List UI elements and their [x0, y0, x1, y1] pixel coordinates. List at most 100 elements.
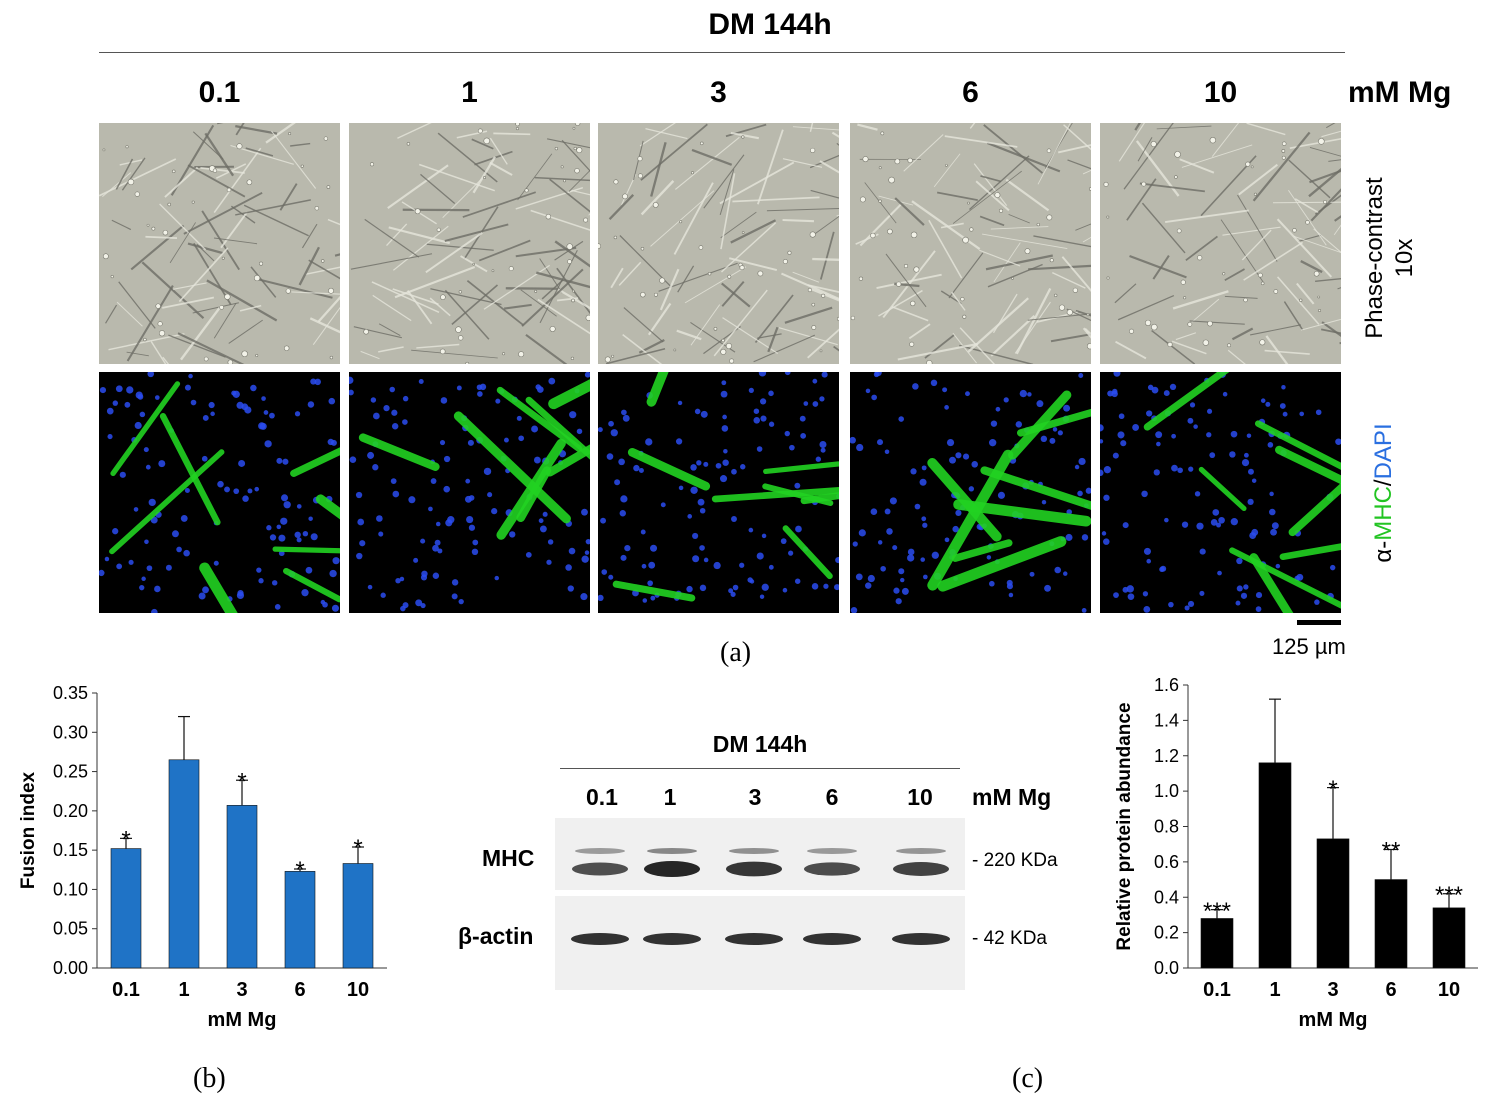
blot-band-mhc — [644, 861, 700, 877]
cell-process — [781, 272, 839, 300]
cell-process — [557, 288, 590, 310]
bar — [342, 863, 374, 969]
nucleus — [723, 448, 728, 454]
cell-process — [782, 218, 814, 223]
cell-body — [221, 256, 225, 260]
nucleus — [402, 395, 409, 402]
nucleus — [686, 585, 693, 593]
cell-process — [1117, 294, 1175, 321]
nucleus — [198, 592, 206, 600]
nucleus — [789, 444, 795, 451]
cell-body — [1273, 289, 1279, 294]
nucleus — [989, 580, 995, 587]
cell-body — [253, 274, 261, 282]
myotube — [159, 413, 221, 526]
cell-body — [328, 287, 334, 294]
cell-process — [729, 257, 778, 271]
nucleus — [1315, 409, 1322, 416]
cell-body — [811, 302, 816, 307]
nucleus — [713, 561, 721, 570]
cell-body — [910, 231, 918, 239]
cell-process — [1141, 202, 1186, 254]
nucleus — [988, 438, 997, 447]
nucleus — [310, 533, 318, 541]
cell-process — [1333, 224, 1341, 236]
cell-process — [979, 215, 1005, 227]
cell-process — [1237, 194, 1278, 262]
nucleus — [720, 390, 728, 398]
row-label-slash: / — [1370, 479, 1397, 487]
cell-process — [168, 334, 226, 358]
myotube — [283, 567, 340, 603]
cell-process — [515, 246, 577, 258]
cell-process — [623, 307, 664, 343]
nucleus — [893, 587, 900, 594]
nucleus — [1164, 517, 1169, 523]
cell-body — [314, 206, 320, 211]
cell-process — [809, 154, 839, 169]
nucleus — [768, 421, 775, 427]
nucleus — [445, 519, 453, 527]
nucleus — [740, 464, 746, 470]
nucleus — [465, 478, 471, 484]
nucleus — [349, 456, 357, 463]
nucleus — [1229, 451, 1236, 458]
blot-band-actin — [803, 933, 861, 945]
nucleus — [865, 582, 872, 589]
cell-process — [864, 182, 897, 224]
fluor-background — [1100, 372, 1341, 613]
cell-process — [1211, 123, 1240, 157]
cell-process — [982, 233, 1068, 250]
nucleus — [780, 538, 787, 545]
cell-body — [850, 315, 856, 321]
nucleus — [428, 506, 433, 512]
y-tick-label: 0.35 — [53, 683, 88, 703]
cell-process — [1288, 190, 1327, 246]
myotube — [272, 546, 340, 554]
cell-process — [213, 147, 262, 213]
blot-band-mhc — [726, 861, 782, 877]
protein-abundance-chart: 0.0 0.2 0.4 0.6 0.8 1.0 1.2 1.4 1.6 *** 0.1 1 * 3 ** 6 *… — [1114, 675, 1478, 1031]
nucleus — [296, 537, 302, 543]
nucleus — [1081, 534, 1089, 541]
cell-body — [545, 213, 552, 220]
cell-process — [220, 211, 248, 249]
nucleus — [759, 594, 765, 599]
scale-bar-label: 125 µm — [1272, 634, 1346, 659]
cell-process — [1298, 234, 1322, 242]
cell-process — [622, 333, 663, 364]
cell-process — [192, 302, 239, 314]
blot-band-mhc — [572, 862, 628, 876]
cell-process — [980, 175, 1002, 183]
blot-band-mhc-upper — [575, 848, 625, 854]
nucleus — [728, 588, 734, 594]
phase-contrast-image-3 — [850, 123, 1091, 364]
cell-body — [549, 325, 556, 332]
cell-process — [1063, 124, 1091, 151]
nucleus — [1243, 452, 1249, 458]
cell-process — [990, 314, 1036, 357]
row-label-alpha: α- — [1370, 540, 1397, 563]
nucleus — [471, 548, 479, 556]
nucleus — [907, 548, 915, 556]
blot-band-actin — [571, 933, 629, 945]
nucleus — [266, 525, 272, 531]
cell-process — [1250, 324, 1301, 336]
nucleus — [955, 509, 962, 517]
blot-lane-label-1: 1 — [663, 784, 677, 810]
cell-process — [720, 211, 757, 239]
nucleus — [432, 544, 439, 552]
cell-process — [1294, 198, 1320, 214]
nucleus — [889, 497, 897, 505]
nucleus — [703, 557, 709, 563]
nucleus — [1222, 391, 1228, 397]
nucleus — [886, 528, 893, 535]
nucleus — [1107, 390, 1114, 397]
significance-marker: * — [295, 857, 304, 884]
cell-body — [1086, 313, 1090, 317]
nucleus — [850, 436, 856, 444]
nucleus — [1078, 373, 1084, 378]
nucleus — [1249, 532, 1257, 539]
nucleus — [487, 492, 493, 498]
cell-body — [698, 245, 704, 250]
